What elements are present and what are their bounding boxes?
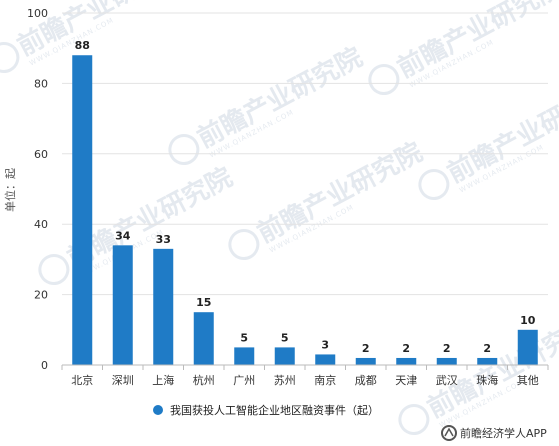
- x-tick-label: 广州: [233, 374, 255, 387]
- x-tick-label: 上海: [152, 373, 174, 387]
- y-tick-label: 20: [34, 289, 48, 302]
- y-tick-label: 0: [41, 359, 48, 372]
- data-label: 88: [75, 39, 90, 52]
- watermark-logo-icon: [38, 254, 70, 286]
- data-label: 5: [281, 331, 289, 344]
- x-axis-ticks: 北京 深圳 上海 杭州 广州 苏州 南京 成都 天津 武汉 珠海 其他: [61, 365, 549, 387]
- watermark-logo-icon: [418, 169, 450, 201]
- x-tick-label: 武汉: [436, 374, 458, 387]
- legend-swatch: [153, 405, 163, 415]
- y-tick-label: 100: [27, 7, 48, 20]
- bar: [274, 347, 295, 365]
- y-axis-label: 单位：起: [3, 168, 17, 212]
- legend: 我国获投人工智能企业地区融资事件（起）: [153, 403, 379, 417]
- y-tick-label: 80: [34, 77, 48, 90]
- data-label: 5: [240, 331, 248, 344]
- watermark-text: 前瞻产业研究院: [422, 311, 559, 424]
- x-tick-label: 南京: [314, 373, 336, 387]
- bar: [72, 55, 93, 366]
- data-label: 34: [115, 229, 131, 242]
- watermark-logo-icon: [228, 229, 260, 261]
- data-label: 2: [443, 342, 451, 355]
- data-label: 15: [196, 296, 211, 309]
- grid-lines: [62, 12, 548, 296]
- watermark-text: 前瞻产业研究院: [192, 41, 367, 154]
- x-tick-label: 其他: [517, 374, 539, 387]
- data-label: 10: [520, 314, 536, 327]
- footer-text: 前瞻经济学人APP: [460, 426, 547, 440]
- data-labels: 88 34 33 15 5 5 3 2 2 2 2 10: [75, 39, 536, 355]
- y-tick-label: 60: [34, 148, 48, 161]
- watermark-logo-icon: [168, 134, 200, 166]
- bar: [112, 245, 133, 365]
- qianzhan-logo-icon: [441, 425, 457, 441]
- bar: [355, 357, 376, 365]
- watermark-logo-icon: [368, 64, 400, 96]
- legend-label: 我国获投人工智能企业地区融资事件（起）: [170, 403, 379, 417]
- bar: [436, 357, 457, 365]
- footer: 前瞻经济学人APP: [441, 425, 547, 441]
- x-tick-label: 天津: [395, 374, 417, 387]
- bar: [153, 248, 174, 365]
- x-tick-label: 杭州: [193, 373, 215, 387]
- x-tick-label: 成都: [355, 374, 377, 387]
- data-label: 2: [483, 342, 491, 355]
- watermark-logo-icon: [398, 404, 430, 436]
- bar: [396, 357, 417, 365]
- data-label: 33: [156, 233, 171, 246]
- bar: [193, 312, 214, 365]
- bar: [234, 347, 255, 365]
- x-tick-label: 苏州: [274, 374, 296, 387]
- x-tick-label: 北京: [71, 373, 93, 387]
- bar: [315, 354, 336, 365]
- data-label: 2: [402, 342, 410, 355]
- bar: [517, 329, 538, 365]
- x-tick-label: 珠海: [476, 373, 498, 387]
- data-label: 3: [321, 338, 329, 351]
- watermark-logo-icon: [0, 42, 20, 74]
- y-axis-ticks: 0 20 40 60 80 100: [27, 7, 48, 372]
- bar: [477, 357, 498, 365]
- data-label: 2: [362, 342, 370, 355]
- bars: [72, 55, 538, 366]
- y-tick-label: 40: [34, 218, 48, 231]
- x-tick-label: 深圳: [112, 374, 134, 387]
